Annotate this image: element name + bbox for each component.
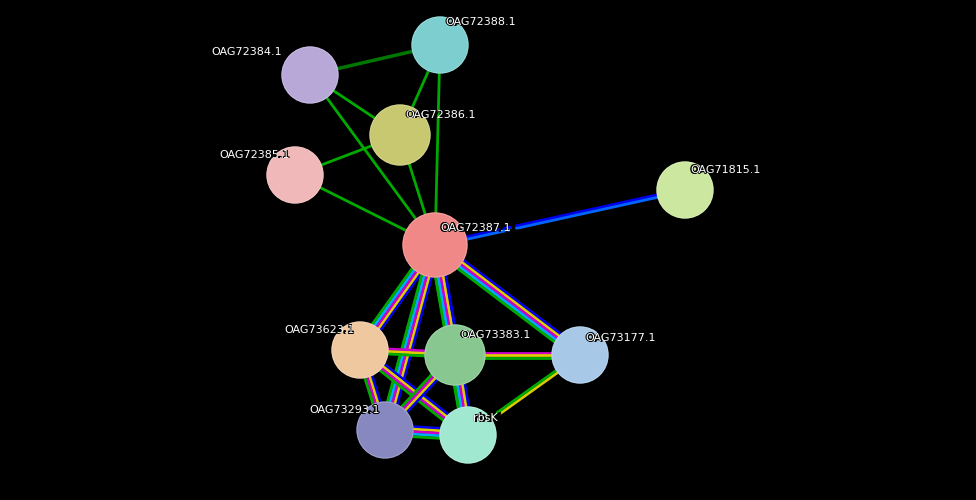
Text: rbsK: rbsK [473,412,502,422]
Text: OAG71815.1: OAG71815.1 [690,166,767,175]
Text: OAG72387.1: OAG72387.1 [440,224,517,234]
Text: OAG73383.1: OAG73383.1 [460,330,537,340]
Text: OAG72385.1: OAG72385.1 [213,150,290,160]
Text: OAG73623.1: OAG73623.1 [278,325,355,335]
Text: OAG73177.1: OAG73177.1 [585,334,663,344]
Circle shape [267,147,323,203]
Text: OAG72384.1: OAG72384.1 [205,47,282,57]
Circle shape [282,47,338,103]
Circle shape [370,105,430,165]
Text: OAG71815.1: OAG71815.1 [690,165,768,175]
Text: OAG72384.1: OAG72384.1 [204,47,281,57]
Circle shape [357,402,413,458]
Text: OAG72384.1: OAG72384.1 [204,46,282,56]
Text: OAG73623.1: OAG73623.1 [277,324,355,334]
Text: OAG72385.1: OAG72385.1 [212,150,290,160]
Text: OAG73293.1: OAG73293.1 [303,404,380,414]
Text: OAG73177.1: OAG73177.1 [585,332,663,342]
Text: OAG72387.1: OAG72387.1 [440,222,517,232]
Text: OAG73383.1: OAG73383.1 [460,330,537,340]
Text: OAG71815.1: OAG71815.1 [689,165,767,175]
Text: OAG73177.1: OAG73177.1 [585,333,662,343]
Circle shape [552,327,608,383]
Circle shape [412,17,468,73]
Text: OAG72387.1: OAG72387.1 [440,223,518,233]
Text: OAG72384.1: OAG72384.1 [204,48,282,58]
Text: rbsK: rbsK [472,413,501,423]
Text: OAG72386.1: OAG72386.1 [405,110,482,120]
Text: OAG73383.1: OAG73383.1 [460,330,530,340]
Circle shape [657,162,713,218]
Circle shape [440,407,496,463]
Text: OAG72385.1: OAG72385.1 [213,150,291,160]
Text: OAG72387.1: OAG72387.1 [440,223,510,233]
Text: OAG72385.1: OAG72385.1 [220,150,290,160]
Text: OAG73293.1: OAG73293.1 [309,405,380,415]
Text: OAG73383.1: OAG73383.1 [460,330,537,340]
Text: OAG73177.1: OAG73177.1 [586,333,663,343]
Text: OAG73293.1: OAG73293.1 [303,406,380,415]
Circle shape [332,322,388,378]
Text: OAG73383.1: OAG73383.1 [461,330,538,340]
Text: OAG73623.1: OAG73623.1 [277,326,355,336]
Text: rbsK: rbsK [473,413,498,423]
Text: OAG72388.1: OAG72388.1 [445,18,522,28]
Text: OAG72388.1: OAG72388.1 [445,17,523,27]
Text: OAG72386.1: OAG72386.1 [405,110,483,120]
Circle shape [403,213,467,277]
Text: rbsK: rbsK [473,414,502,424]
Text: OAG71815.1: OAG71815.1 [690,164,767,174]
Text: OAG72385.1: OAG72385.1 [213,150,290,160]
Text: OAG73177.1: OAG73177.1 [585,333,656,343]
Text: OAG72386.1: OAG72386.1 [404,110,482,120]
Text: OAG72386.1: OAG72386.1 [405,110,475,120]
Text: OAG72388.1: OAG72388.1 [445,16,522,26]
Text: OAG73293.1: OAG73293.1 [302,405,380,415]
Text: OAG72388.1: OAG72388.1 [444,17,522,27]
Circle shape [425,325,485,385]
Text: OAG72388.1: OAG72388.1 [445,17,515,27]
Text: OAG72386.1: OAG72386.1 [405,110,482,120]
Text: rbsK: rbsK [473,413,502,423]
Text: OAG71815.1: OAG71815.1 [690,165,760,175]
Text: OAG72387.1: OAG72387.1 [439,223,517,233]
Text: OAG73623.1: OAG73623.1 [285,325,355,335]
Text: OAG73623.1: OAG73623.1 [277,325,354,335]
Text: OAG73293.1: OAG73293.1 [303,405,381,415]
Text: OAG72384.1: OAG72384.1 [212,47,282,57]
